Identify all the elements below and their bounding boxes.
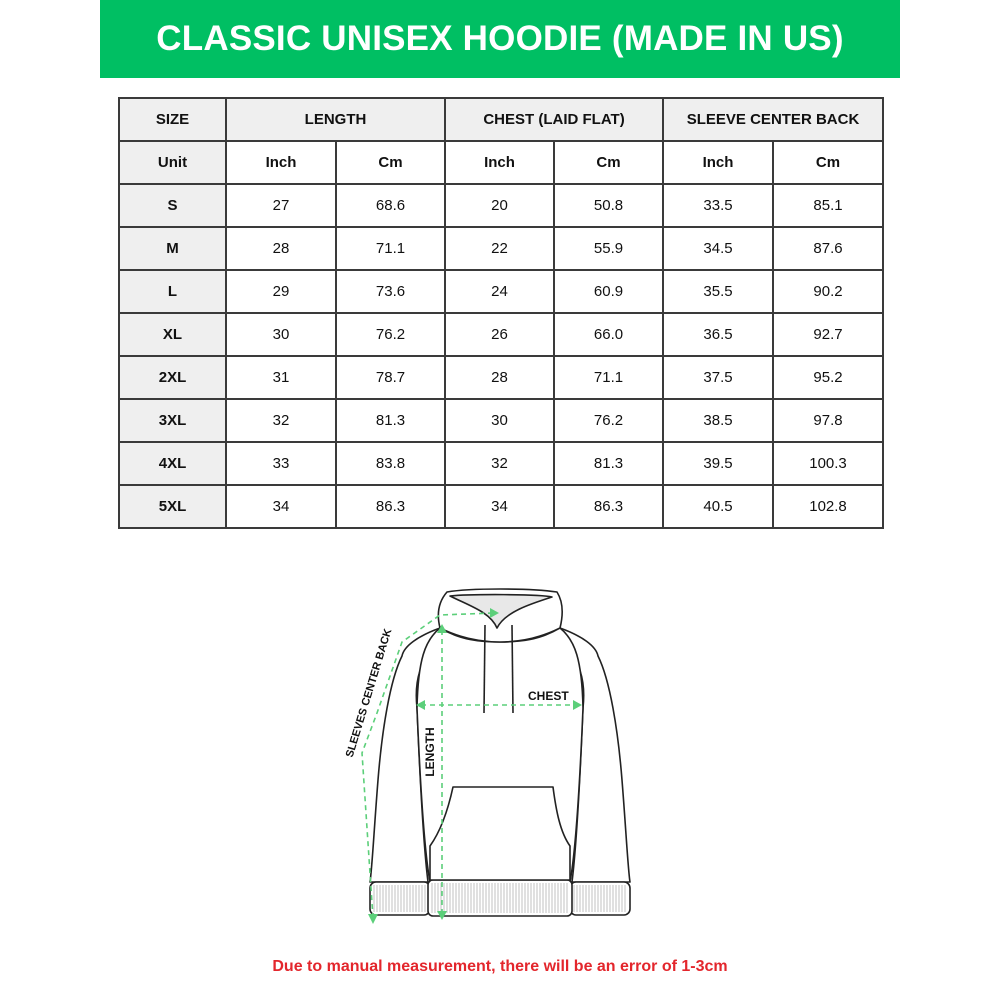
value-cell: 76.2 [553,398,665,443]
value-cell: 29 [225,269,337,314]
value-cell: 68.6 [334,183,447,228]
drawstring-right [511,624,514,714]
value-cell: 34.5 [662,226,775,271]
table-row: S 27 68.6 20 50.8 33.5 85.1 [118,183,885,228]
unit-cell: Unit [118,140,227,185]
hem-band [427,879,573,917]
value-cell: 92.7 [772,312,885,357]
size-cell: L [118,269,227,314]
value-cell: 100.3 [772,441,885,486]
value-cell: 90.2 [772,269,885,314]
value-cell: 102.8 [772,484,885,529]
value-cell: 30 [225,312,337,357]
value-cell: 32 [444,441,556,486]
value-cell: 38.5 [662,398,775,443]
value-cell: 35.5 [662,269,775,314]
value-cell: 20 [444,183,556,228]
sleeve-measure-line [361,612,494,919]
table-row: 3XL 32 81.3 30 76.2 38.5 97.8 [118,398,885,443]
value-cell: 33 [225,441,337,486]
value-cell: 36.5 [662,312,775,357]
arrow-head-icon [437,911,447,920]
value-cell: 55.9 [553,226,665,271]
arrow-head-icon [368,914,378,924]
unit-cell: Inch [225,140,337,185]
value-cell: 32 [225,398,337,443]
group-header-row: SIZE LENGTH CHEST (LAID FLAT) SLEEVE CEN… [118,97,885,142]
value-cell: 26 [444,312,556,357]
table-row: M 28 71.1 22 55.9 34.5 87.6 [118,226,885,271]
size-cell: 5XL [118,484,227,529]
left-cuff [369,881,431,916]
right-cuff [569,881,631,916]
drawstring-left [483,624,486,714]
size-cell: 3XL [118,398,227,443]
value-cell: 27 [225,183,337,228]
value-cell: 81.3 [553,441,665,486]
kangaroo-pocket [429,786,571,881]
value-cell: 71.1 [553,355,665,400]
value-cell: 95.2 [772,355,885,400]
value-cell: 34 [444,484,556,529]
value-cell: 33.5 [662,183,775,228]
size-cell: XL [118,312,227,357]
size-cell: 2XL [118,355,227,400]
value-cell: 39.5 [662,441,775,486]
header-length: LENGTH [224,97,447,142]
chest-label: CHEST [528,689,569,703]
unit-header-row: Unit Inch Cm Inch Cm Inch Cm [118,140,885,185]
length-label: LENGTH [423,727,437,776]
value-cell: 50.8 [553,183,665,228]
arrow-head-icon [437,624,447,633]
value-cell: 76.2 [334,312,447,357]
value-cell: 24 [444,269,556,314]
header-chest: CHEST (LAID FLAT) [444,97,665,142]
size-cell: M [118,226,227,271]
value-cell: 86.3 [553,484,665,529]
unit-cell: Cm [553,140,665,185]
page-title: CLASSIC UNISEX HOODIE (MADE IN US) [156,19,844,58]
value-cell: 86.3 [334,484,447,529]
value-cell: 34 [225,484,337,529]
value-cell: 40.5 [662,484,775,529]
value-cell: 66.0 [553,312,665,357]
unit-cell: Cm [772,140,885,185]
value-cell: 81.3 [334,398,447,443]
table-row: 5XL 34 86.3 34 86.3 40.5 102.8 [118,484,885,529]
value-cell: 28 [444,355,556,400]
value-cell: 22 [444,226,556,271]
title-banner: CLASSIC UNISEX HOODIE (MADE IN US) [100,0,900,78]
value-cell: 37.5 [662,355,775,400]
header-size: SIZE [118,97,227,142]
size-cell: S [118,183,227,228]
value-cell: 28 [225,226,337,271]
value-cell: 31 [225,355,337,400]
hood-inner [449,593,553,629]
size-chart-table: SIZE LENGTH CHEST (LAID FLAT) SLEEVE CEN… [118,97,885,529]
measurement-note: Due to manual measurement, there will be… [272,958,728,975]
unit-cell: Inch [444,140,556,185]
value-cell: 71.1 [334,226,447,271]
size-cell: 4XL [118,441,227,486]
unit-cell: Cm [334,140,447,185]
value-cell: 60.9 [553,269,665,314]
unit-cell: Inch [662,140,775,185]
value-cell: 78.7 [334,355,447,400]
table-row: L 29 73.6 24 60.9 35.5 90.2 [118,269,885,314]
table-row: XL 30 76.2 26 66.0 36.5 92.7 [118,312,885,357]
arrow-head-icon [490,608,499,618]
value-cell: 30 [444,398,556,443]
arrow-head-icon [573,700,582,710]
value-cell: 73.6 [334,269,447,314]
header-sleeve: SLEEVE CENTER BACK [662,97,885,142]
value-cell: 83.8 [334,441,447,486]
table-row: 2XL 31 78.7 28 71.1 37.5 95.2 [118,355,885,400]
table-row: 4XL 33 83.8 32 81.3 39.5 100.3 [118,441,885,486]
arrow-head-icon [416,700,425,710]
value-cell: 85.1 [772,183,885,228]
value-cell: 87.6 [772,226,885,271]
value-cell: 97.8 [772,398,885,443]
